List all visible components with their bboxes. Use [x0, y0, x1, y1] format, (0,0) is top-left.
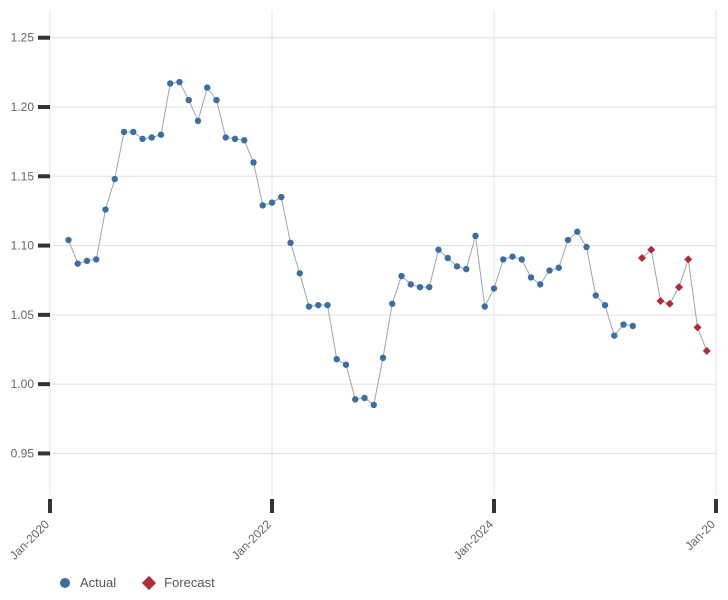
- svg-text:1.20: 1.20: [11, 100, 35, 114]
- svg-text:1.15: 1.15: [11, 169, 35, 183]
- legend-swatch-forecast: [142, 575, 156, 589]
- chart-container: 0.951.001.051.101.151.201.25Jan-2020Jan-…: [0, 0, 728, 600]
- svg-text:1.25: 1.25: [11, 31, 35, 45]
- timeseries-chart: 0.951.001.051.101.151.201.25Jan-2020Jan-…: [0, 0, 728, 600]
- legend-item-actual: Actual: [60, 575, 116, 590]
- legend-label-forecast: Forecast: [164, 575, 215, 590]
- legend-item-forecast: Forecast: [144, 575, 215, 590]
- legend-swatch-actual: [60, 578, 70, 588]
- svg-text:1.10: 1.10: [11, 239, 35, 253]
- legend-label-actual: Actual: [80, 575, 116, 590]
- svg-text:0.95: 0.95: [11, 446, 35, 460]
- svg-text:1.05: 1.05: [11, 308, 35, 322]
- legend: Actual Forecast: [60, 575, 215, 590]
- svg-text:1.00: 1.00: [11, 377, 35, 391]
